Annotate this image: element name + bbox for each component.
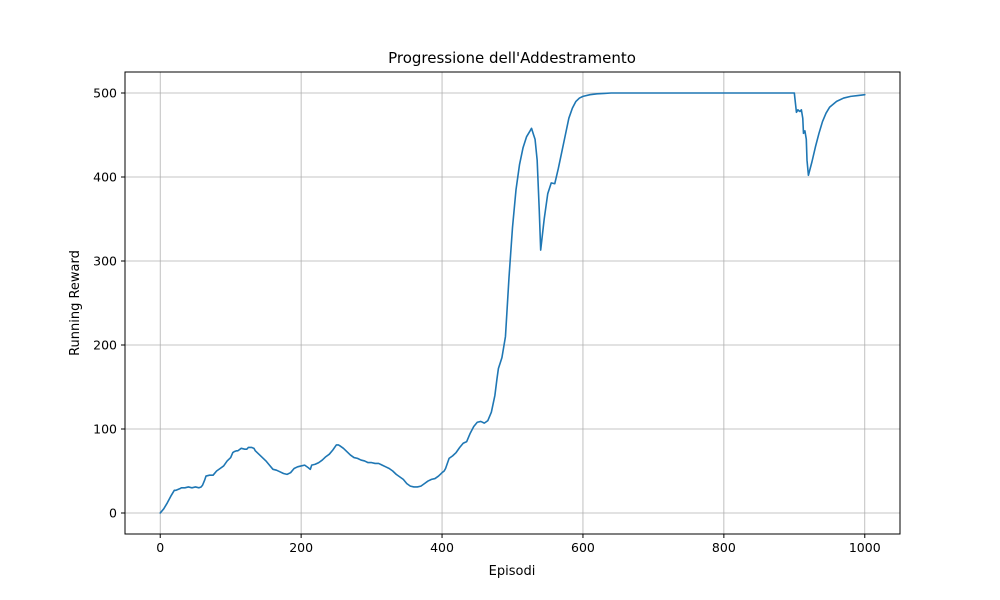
y-tick-label: 400 <box>93 170 117 185</box>
series-line-running-reward <box>159 92 866 514</box>
y-tick-label: 100 <box>93 422 117 437</box>
y-tick-label: 300 <box>93 254 117 269</box>
x-tick-label: 200 <box>289 540 313 555</box>
y-tick-label: 500 <box>93 86 117 101</box>
plot-frame <box>124 71 901 535</box>
y-tick-label: 200 <box>93 338 117 353</box>
x-tick-label: 1000 <box>849 540 881 555</box>
x-axis-label: Episodi <box>489 564 536 579</box>
x-tick-label: 400 <box>430 540 454 555</box>
x-tick-label: 0 <box>156 540 164 555</box>
grid <box>125 72 900 534</box>
y-tick-label: 0 <box>109 506 117 521</box>
x-tick-label: 600 <box>571 540 595 555</box>
chart-title: Progressione dell'Addestramento <box>388 49 636 67</box>
y-axis-label: Running Reward <box>68 250 83 356</box>
axis-ticks: 0 200 400 600 800 1000 0 100 200 300 400 500 <box>93 86 881 556</box>
x-tick-label: 800 <box>712 540 736 555</box>
